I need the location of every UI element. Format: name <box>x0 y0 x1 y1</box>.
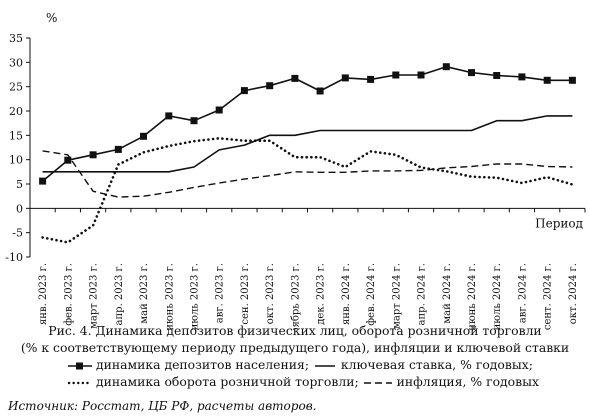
x-axis-title: Период <box>535 216 583 230</box>
x-category-label: дек. 2023 г. <box>316 263 327 325</box>
source-note: Источник: Росстат, ЦБ РФ, расчеты авторо… <box>8 399 317 413</box>
x-category-label: апр. 2024 г. <box>417 263 428 325</box>
y-tick-label: 20 <box>9 105 23 118</box>
x-category-label: сен. 2023 г. <box>240 263 251 325</box>
x-category-label: авг. 2024 г. <box>517 263 528 323</box>
legend-marker-key-rate <box>314 364 335 367</box>
legend-label-key-rate: ключевая ставка, % годовых; <box>340 357 533 372</box>
series-point-0 <box>442 63 450 71</box>
y-tick-label: 35 <box>9 32 23 45</box>
figure-caption-line-2: (% к соответствующему периоду предыдущег… <box>20 340 570 355</box>
x-category-label: авг. 2023 г. <box>215 263 226 323</box>
series-point-0 <box>64 156 72 164</box>
x-category-label: апр. 2023 г. <box>114 263 125 325</box>
legend-marker-retail <box>68 381 92 384</box>
y-tick-label: 5 <box>16 178 23 191</box>
y-tick-label: 15 <box>9 129 23 142</box>
y-tick-label: -10 <box>5 251 23 264</box>
series-point-0 <box>291 74 299 82</box>
y-tick-label: 10 <box>9 154 23 167</box>
series-point-0 <box>190 117 198 125</box>
series-point-0 <box>140 132 147 140</box>
series-point-0 <box>367 75 375 83</box>
y-tick-label: -5 <box>12 227 23 240</box>
y-axis-title: % <box>46 11 57 25</box>
series-point-0 <box>316 87 324 95</box>
series-point-0 <box>468 69 475 77</box>
x-category-label: июнь 2024 г. <box>467 263 478 330</box>
chart: -10 -5 0 5 10 15 20 25 30 35% Период янв. 2023 г. фе… <box>5 11 586 340</box>
x-category-label: июль 2023 г. <box>189 263 200 330</box>
x-category-label: июнь 2023 г. <box>164 263 175 330</box>
legend-marker-deposits <box>68 362 92 369</box>
series-point-0 <box>493 72 501 79</box>
x-category-label: ноябрь 2023 г. <box>290 263 301 330</box>
y-tick-label: 0 <box>16 202 23 215</box>
series-point-0 <box>417 71 425 79</box>
series-line-1 <box>42 115 573 173</box>
series-line-3 <box>42 150 573 198</box>
y-tick-label: 25 <box>9 81 23 94</box>
series-point-0 <box>114 145 122 153</box>
series-line-0 <box>42 65 573 182</box>
x-category-label: июль 2024 г. <box>492 263 503 330</box>
x-category-label: окт. 2024 г. <box>568 263 579 324</box>
series-point-0 <box>215 106 223 114</box>
series-point-0 <box>341 74 349 82</box>
series-point-0 <box>89 151 97 159</box>
series-point-0 <box>165 112 173 120</box>
x-category-label: март 2024 г. <box>391 263 402 329</box>
series-point-0 <box>568 76 576 84</box>
x-category-label: янв. 2024 г. <box>341 263 352 325</box>
series-point-0 <box>543 76 551 84</box>
series-point-0 <box>392 71 400 79</box>
x-category-label: фев. 2024 г. <box>366 263 377 326</box>
x-category-label: сент. 2024 г. <box>543 263 554 330</box>
legend-row-2: динамика оборота розничной торговли; инф… <box>68 374 539 390</box>
legend-marker-inflation <box>363 381 392 384</box>
figure-caption-line-1: Рис. 4. Динамика депозитов физических ли… <box>48 323 542 338</box>
x-category-label: янв. 2023 г. <box>38 263 49 325</box>
x-category-label: май 2024 г. <box>442 263 453 324</box>
series-point-0 <box>518 73 526 81</box>
legend-row-1: динамика депозитов населения; ключевая с… <box>68 357 533 373</box>
series-point-0 <box>240 87 248 95</box>
series-point-0 <box>39 177 47 185</box>
x-category-label: окт. 2023 г. <box>265 263 276 324</box>
x-category-label: март 2023 г. <box>89 263 100 329</box>
series-point-0 <box>266 82 274 90</box>
x-category-label: фев. 2023 г. <box>63 263 74 326</box>
legend-label-retail: динамика оборота розничной торговли; <box>95 374 359 389</box>
x-category-label: май 2023 г. <box>139 263 150 324</box>
legend-label-deposits: динамика депозитов населения; <box>95 357 310 372</box>
y-tick-label: 30 <box>9 56 23 69</box>
chart-svg: -10 -5 0 5 10 15 20 25 30 35% Период янв. 2023 г. фе… <box>5 11 586 340</box>
series-line-2 <box>41 137 574 244</box>
legend-label-inflation: инфляция, % годовых <box>396 374 539 389</box>
